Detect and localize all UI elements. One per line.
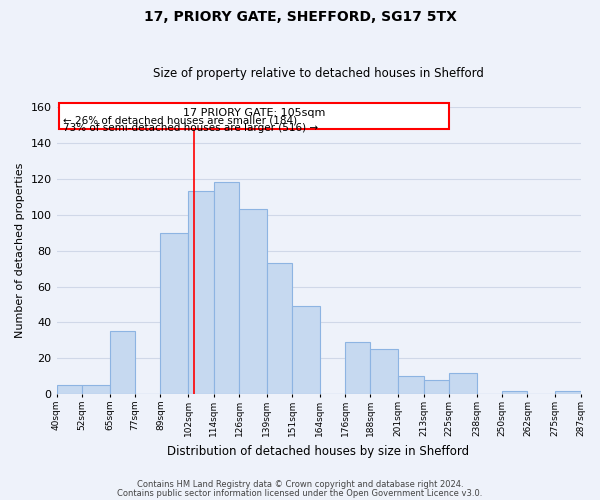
Bar [424, 380, 449, 394]
Text: 73% of semi-detached houses are larger (516) →: 73% of semi-detached houses are larger (… [63, 123, 318, 133]
Bar [56, 386, 82, 394]
Bar [449, 372, 476, 394]
Text: Contains HM Land Registry data © Crown copyright and database right 2024.: Contains HM Land Registry data © Crown c… [137, 480, 463, 489]
Bar [370, 350, 398, 394]
Bar [188, 192, 214, 394]
Bar [110, 332, 135, 394]
Bar [502, 390, 527, 394]
X-axis label: Distribution of detached houses by size in Shefford: Distribution of detached houses by size … [167, 444, 470, 458]
Text: 17, PRIORY GATE, SHEFFORD, SG17 5TX: 17, PRIORY GATE, SHEFFORD, SG17 5TX [143, 10, 457, 24]
Bar [160, 232, 188, 394]
Bar [398, 376, 424, 394]
Bar [555, 390, 581, 394]
Y-axis label: Number of detached properties: Number of detached properties [15, 163, 25, 338]
Bar [214, 182, 239, 394]
Text: 17 PRIORY GATE: 105sqm: 17 PRIORY GATE: 105sqm [182, 108, 325, 118]
Title: Size of property relative to detached houses in Shefford: Size of property relative to detached ho… [153, 66, 484, 80]
Bar [266, 263, 292, 394]
Text: Contains public sector information licensed under the Open Government Licence v3: Contains public sector information licen… [118, 488, 482, 498]
Bar [82, 386, 110, 394]
Bar [292, 306, 320, 394]
Bar [239, 210, 266, 394]
Bar [59, 104, 449, 128]
Text: ← 26% of detached houses are smaller (184): ← 26% of detached houses are smaller (18… [63, 115, 297, 125]
Bar [345, 342, 370, 394]
